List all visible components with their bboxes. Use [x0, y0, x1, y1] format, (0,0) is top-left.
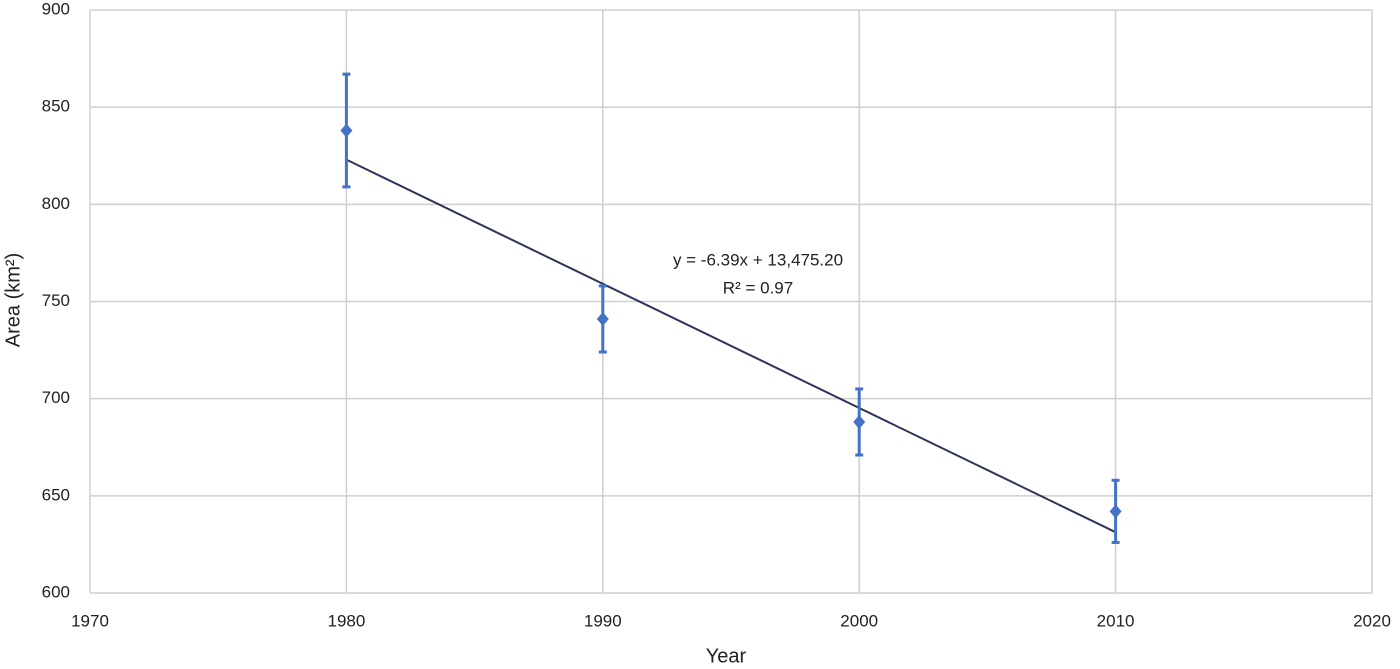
annotation: y = -6.39x + 13,475.20 [673, 250, 843, 269]
y-tick-label: 800 [42, 194, 70, 213]
y-tick-label: 900 [42, 0, 70, 18]
point [853, 414, 866, 429]
x-tick-label: 1980 [327, 611, 365, 630]
point [1109, 504, 1122, 519]
x-tick-label: 2020 [1353, 611, 1391, 630]
y-tick-label: 750 [42, 291, 70, 310]
x-tick-label: 1990 [584, 611, 622, 630]
point [340, 123, 353, 138]
x-axis-label: Year [706, 645, 747, 667]
annotation: R² = 0.97 [723, 278, 793, 297]
x-tick-label: 1970 [71, 611, 109, 630]
x-tick-label: 2010 [1097, 611, 1135, 630]
y-axis-label: Area (km²) [2, 253, 24, 347]
y-tick-label: 850 [42, 97, 70, 116]
y-tick-label: 650 [42, 485, 70, 504]
point [596, 311, 609, 326]
trendline [345, 158, 1117, 534]
y-tick-label: 700 [42, 388, 70, 407]
y-tick-label: 600 [42, 582, 70, 601]
x-tick-label: 2000 [840, 611, 878, 630]
